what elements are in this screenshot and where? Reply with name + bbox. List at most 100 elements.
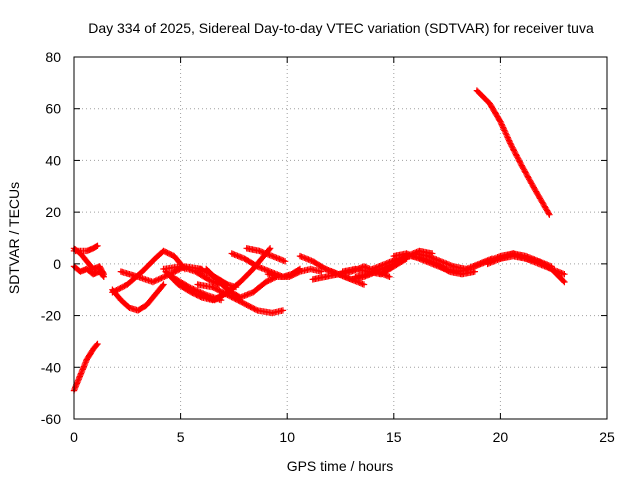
data-point [550,267,553,271]
series-arc-28 [497,250,568,286]
data-point [79,373,82,377]
series-arc-4 [70,245,107,278]
data-point [271,254,274,258]
data-point [145,304,148,307]
data-point [200,293,204,297]
data-point [264,280,268,284]
data-point [162,283,165,286]
data-point [524,254,528,258]
data-point [153,257,157,260]
data-point [309,267,312,271]
data-point [499,120,502,123]
data-point [392,254,395,258]
y-tick-label: -20 [41,308,61,324]
x-tick-label: 10 [279,429,295,445]
x-tick-label: 5 [177,429,185,445]
data-point [288,275,291,278]
data-point [85,358,88,361]
y-tick-label: 40 [45,152,61,168]
y-tick-label: -40 [41,359,61,375]
x-tick-label: 20 [493,429,509,445]
data-point [102,273,106,276]
data-point [341,270,344,273]
x-tick-label: 0 [70,429,78,445]
data-point [198,267,201,271]
data-point [258,249,261,253]
data-point [219,298,223,302]
data-point [164,270,167,273]
data-point [162,249,165,253]
data-point [194,270,197,273]
data-point [268,247,272,250]
data-point [79,252,82,255]
data-point [298,270,302,273]
series-arc-16 [243,245,289,265]
series-markers [473,87,553,218]
data-point [91,247,95,250]
data-point [151,280,155,284]
data-point [405,252,408,255]
data-point [443,267,447,271]
data-point [320,270,323,273]
y-tick-label: 0 [53,256,61,272]
data-point [187,285,191,289]
data-point [426,254,430,258]
data-point [354,267,357,271]
data-point [456,270,459,273]
data-point [379,273,383,276]
data-point [473,270,477,273]
data-point [170,275,174,278]
data-point [311,278,314,281]
data-point [79,270,82,273]
data-point [511,252,515,255]
data-point [298,254,302,258]
data-point [367,273,370,276]
data-point [215,278,219,281]
data-point [533,187,536,191]
y-axis-label: SDTVAR / TECUs [6,182,22,294]
data-point [520,164,523,167]
data-point [243,257,246,260]
data-point [439,260,442,263]
data-point [136,275,140,278]
data-point [311,260,314,263]
data-point [251,267,255,271]
data-point [452,265,455,268]
data-point [119,298,123,302]
data-point [96,342,99,346]
data-point [213,298,216,302]
data-point [509,143,513,147]
data-point [354,275,357,278]
data-point [256,309,259,312]
data-point [141,270,144,273]
y-tick-label: 20 [45,204,61,220]
data-point [413,252,417,255]
data-point [384,262,387,266]
data-point [85,260,88,263]
data-point [563,273,566,276]
data-point [96,244,99,247]
data-point [266,273,270,276]
data-point [256,265,259,268]
data-point [371,267,374,271]
data-point [230,252,233,255]
data-point [204,267,208,271]
y-tick-label: 60 [45,101,61,117]
series-arc-5 [109,281,167,314]
data-point [211,285,214,289]
ticks-layer: 0 5 10 15 20 25 -60 -40 -20 0 20 40 60 80 [41,49,615,445]
plot-frame [73,56,608,420]
data-point [362,283,366,286]
data-point [251,291,255,294]
data-point [283,260,287,263]
data-point [239,280,242,284]
data-point [362,265,366,268]
data-point [226,291,229,294]
data-point [324,267,327,271]
data-point [324,275,327,278]
data-point [241,301,244,304]
data-point [488,102,491,105]
data-point [91,273,95,276]
